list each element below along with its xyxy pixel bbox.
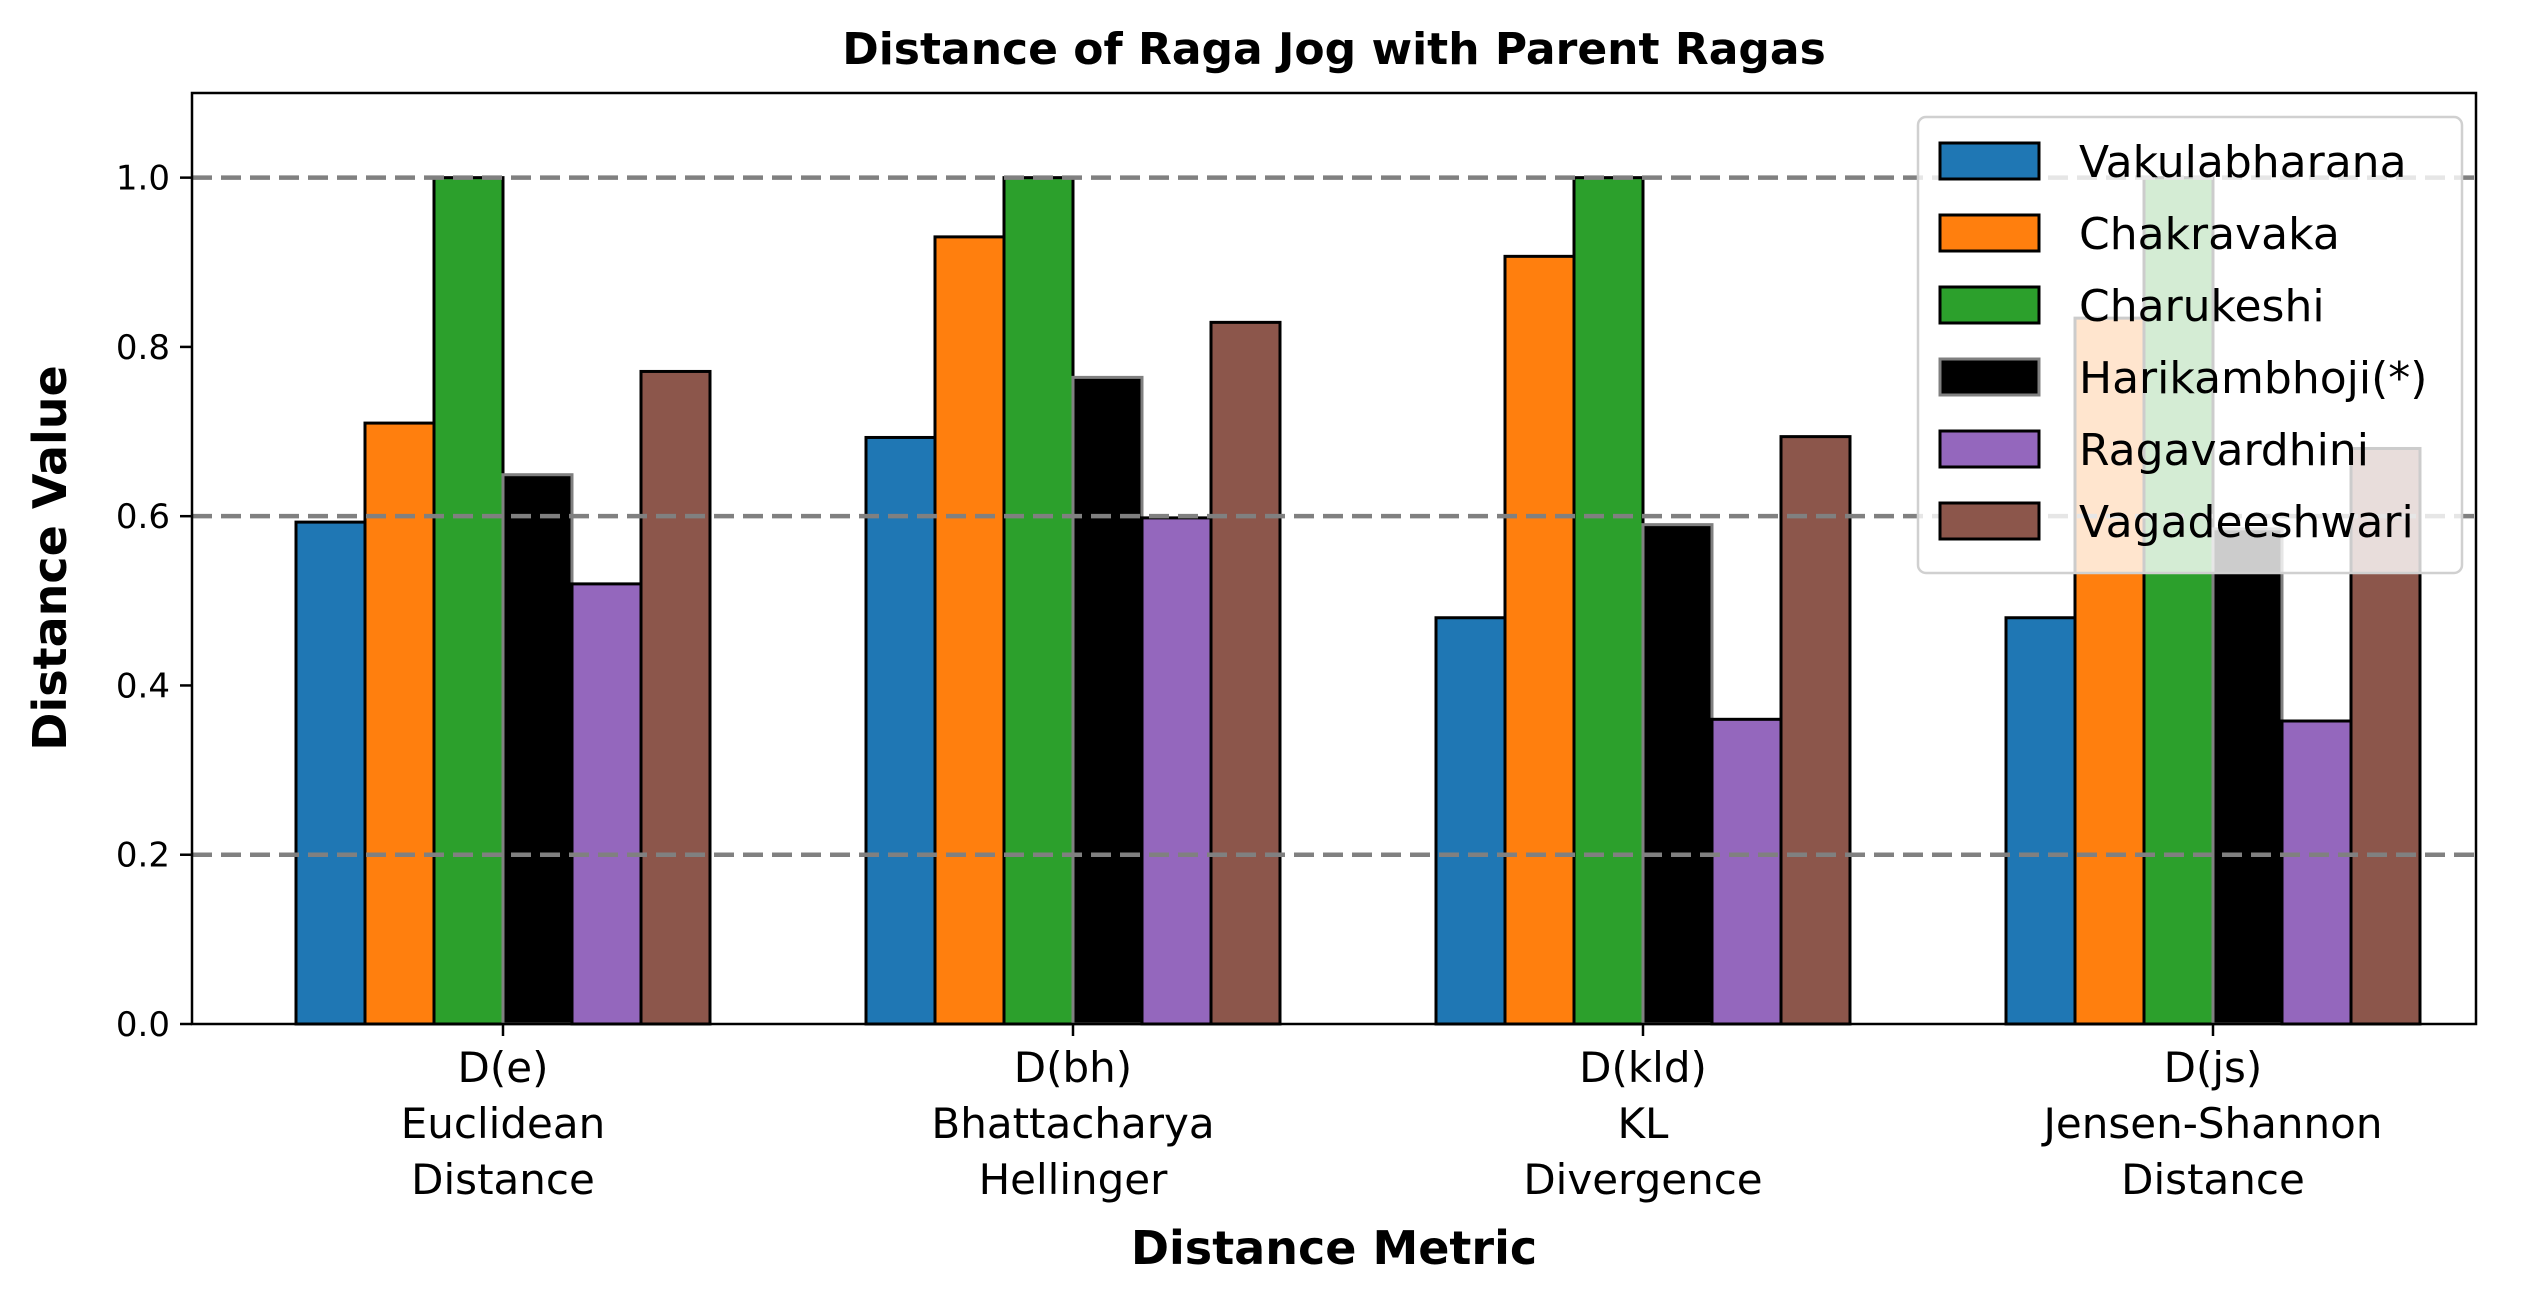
bar-ragavardhini-2 <box>1710 717 1783 1026</box>
bar-charukeshi-2 <box>1572 176 1645 1026</box>
x-tick-label: D(js) <box>2164 1043 2263 1092</box>
bars-layer <box>294 176 2422 1026</box>
bar-ragavardhini-1 <box>1140 516 1213 1026</box>
bar-chakravaka-0 <box>363 421 436 1026</box>
bar-harikambhoji-1 <box>1071 375 1144 1026</box>
legend-swatch <box>1938 429 2041 469</box>
bar-charukeshi-0 <box>432 176 505 1026</box>
x-tick-label: Divergence <box>1523 1155 1762 1204</box>
bar-charukeshi-1 <box>1002 176 1075 1026</box>
y-tick-label: 0.0 <box>116 1005 170 1045</box>
x-tick-label: Distance <box>2121 1155 2305 1204</box>
legend-swatch <box>1938 357 2041 397</box>
x-tick-label: Hellinger <box>979 1155 1169 1204</box>
x-tick-label: D(bh) <box>1014 1043 1132 1092</box>
legend-label: Harikambhoji(*) <box>2079 353 2427 404</box>
legend: Vakulabharana Chakravaka Charukeshi Harikam… <box>1916 115 2464 575</box>
chart-title: Distance of Raga Jog with Parent Ragas <box>842 24 1826 75</box>
bar-harikambhoji-0 <box>501 473 574 1026</box>
bar-chakravaka-2 <box>1503 254 1576 1026</box>
y-tick-label: 0.6 <box>116 497 170 537</box>
bar-chakravaka-1 <box>933 235 1006 1026</box>
x-axis: D(e) Euclidean Distance D(bh) Bhattacharya He… <box>401 1024 2383 1204</box>
legend-label: Vakulabharana <box>2079 137 2407 188</box>
bar-harikambhoji-3 <box>2211 527 2284 1026</box>
x-tick-label: KL <box>1618 1099 1670 1148</box>
y-tick-label: 0.2 <box>116 836 170 876</box>
plot-frame <box>190 91 2478 1026</box>
bar-ragavardhini-3 <box>2280 719 2353 1026</box>
x-tick-label: D(e) <box>458 1043 549 1092</box>
y-tick-label: 0.8 <box>116 328 170 368</box>
bar-vagadeeshwari-0 <box>639 369 712 1026</box>
legend-label: Ragavardhini <box>2079 425 2369 476</box>
x-tick-label: Distance <box>411 1155 595 1204</box>
x-tick-label: Euclidean <box>401 1099 605 1148</box>
legend-swatch <box>1938 141 2041 181</box>
bar-vagadeeshwari-1 <box>1209 320 1282 1026</box>
x-tick-label: Bhattacharya <box>931 1099 1214 1148</box>
bar-ragavardhini-0 <box>570 582 643 1026</box>
legend-swatch <box>1938 285 2041 325</box>
y-axis: 0.0 0.2 0.4 0.6 0.8 1.0 <box>116 159 192 1045</box>
legend-swatch <box>1938 213 2041 253</box>
legend-label: Vagadeeshwari <box>2079 497 2414 548</box>
bar-vakulabharana-2 <box>1434 616 1507 1026</box>
bar-vakulabharana-3 <box>2004 616 2077 1026</box>
legend-swatch <box>1938 501 2041 541</box>
legend-label: Chakravaka <box>2079 209 2340 260</box>
y-tick-label: 0.4 <box>116 666 170 706</box>
legend-box <box>1916 115 2464 575</box>
x-axis-title: Distance Metric <box>1131 1221 1537 1275</box>
y-axis-title: Distance Value <box>23 365 77 750</box>
legend-label: Charukeshi <box>2079 281 2325 332</box>
x-tick-label: Jensen-Shannon <box>2041 1099 2383 1148</box>
y-tick-label: 1.0 <box>116 159 170 199</box>
bar-vagadeeshwari-2 <box>1779 435 1852 1026</box>
bar-harikambhoji-2 <box>1641 523 1714 1026</box>
bar-vakulabharana-0 <box>294 520 367 1026</box>
x-tick-label: D(kld) <box>1579 1043 1707 1092</box>
bar-vakulabharana-1 <box>864 435 937 1026</box>
